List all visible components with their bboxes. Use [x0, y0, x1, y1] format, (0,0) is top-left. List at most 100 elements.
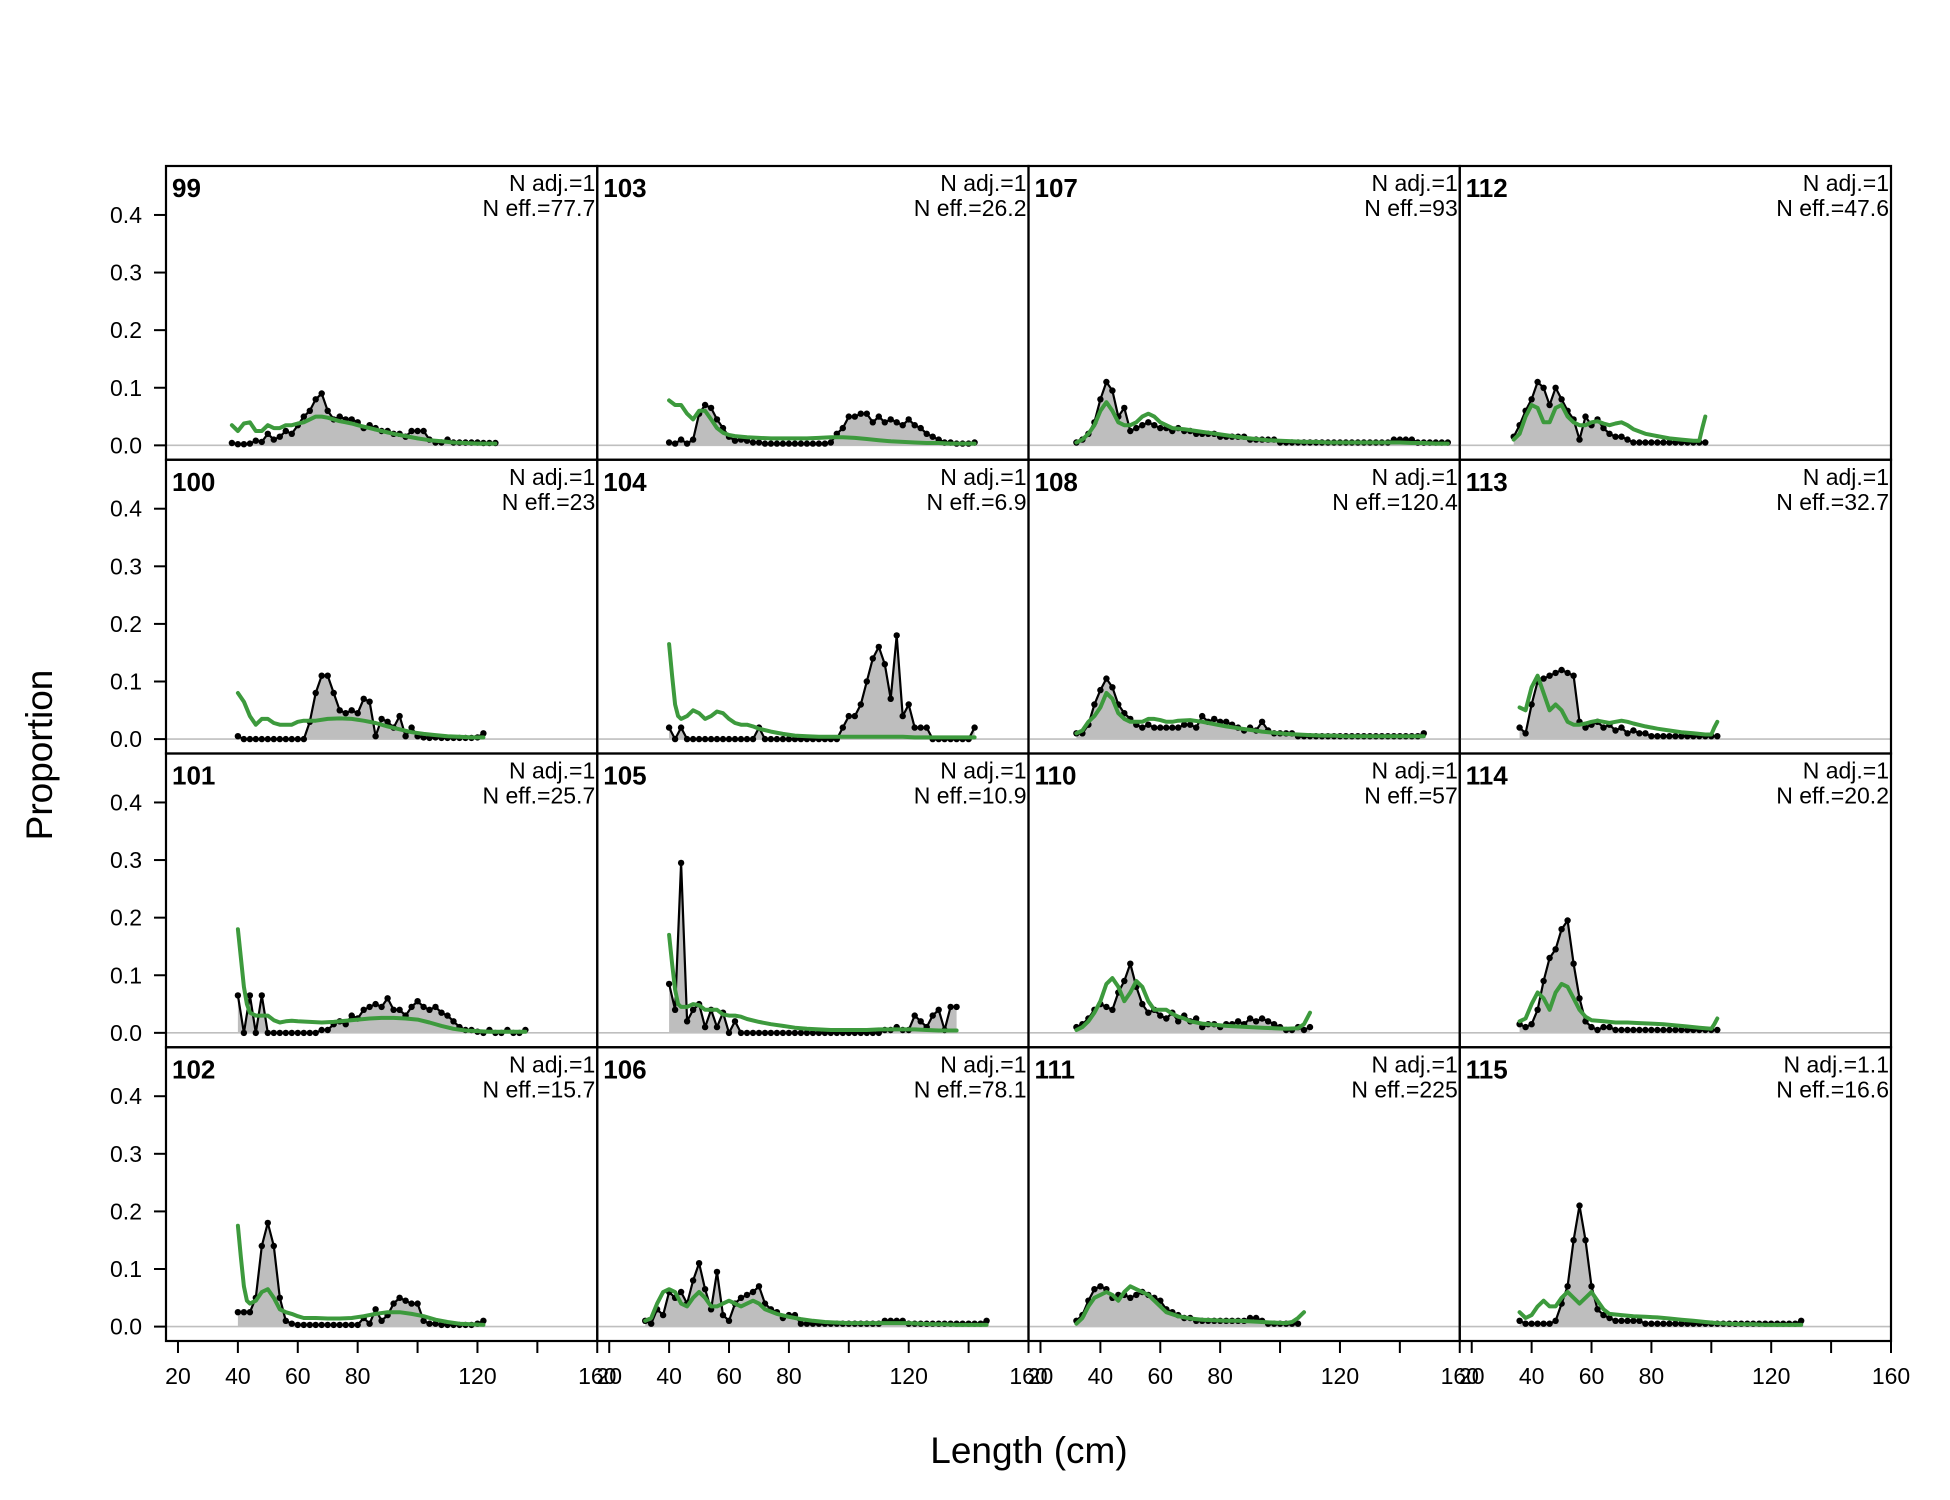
observed-point: [1672, 1320, 1679, 1327]
observed-point: [1552, 669, 1559, 677]
observed-point: [1097, 686, 1104, 694]
observed-point: [300, 413, 307, 420]
observed-point: [1660, 1026, 1667, 1034]
y-tick-label: 0.0: [110, 1314, 142, 1340]
panel-label: 110: [1035, 761, 1077, 791]
observed-point: [240, 735, 248, 743]
observed-point: [1558, 396, 1565, 403]
observed-point: [839, 424, 846, 432]
observed-point: [1540, 1320, 1547, 1327]
observed-point: [258, 438, 265, 446]
observed-point: [1642, 1026, 1649, 1034]
observed-point: [420, 427, 427, 435]
observed-point: [1600, 1311, 1607, 1319]
n-eff-label: N eff.=15.7: [483, 1076, 596, 1102]
observed-point: [1127, 960, 1134, 967]
expected-line: [1517, 673, 1720, 737]
observed-point: [863, 410, 870, 417]
observed-point: [438, 1321, 445, 1329]
panel-112: 112 N adj.=1N eff.=47.6: [1458, 164, 1893, 461]
x-axis-col-2: 20 40 60 80 120 160: [596, 1341, 1048, 1389]
observed-point: [1187, 721, 1194, 728]
observed-point: [1127, 1294, 1134, 1302]
observed-point: [1109, 1006, 1116, 1013]
observed-point: [689, 1277, 697, 1284]
x-tick-label: 120: [458, 1363, 496, 1389]
expected-line: [235, 927, 528, 1034]
observed-point: [773, 440, 781, 447]
observed-point: [294, 1321, 301, 1329]
observed-point: [671, 440, 679, 447]
x-axis-col-4: 20 40 60 80 120 160: [1459, 1341, 1910, 1389]
observed-point: [1258, 1015, 1266, 1022]
observed-point: [288, 1029, 295, 1037]
observed-point: [719, 735, 727, 743]
observed-point: [1582, 413, 1589, 420]
observed-point: [1648, 439, 1655, 446]
expected-line: [643, 1287, 989, 1327]
n-adj-label: N adj.=1: [1803, 170, 1889, 196]
observed-point: [1546, 401, 1553, 409]
x-tick-label: 60: [285, 1363, 311, 1389]
observed-point: [1576, 1202, 1583, 1209]
observed-point: [1145, 419, 1152, 426]
observed-point: [348, 1321, 355, 1329]
y-tick-label: 0.2: [110, 905, 142, 931]
observed-point: [701, 1286, 709, 1293]
observed-point: [1522, 1320, 1529, 1327]
observed-point: [983, 1317, 990, 1325]
observed-point: [318, 390, 325, 397]
x-tick-label: 160: [1009, 1363, 1047, 1389]
observed-point: [1672, 733, 1679, 740]
observed-fill: [237, 1222, 484, 1327]
x-tick-label: 60: [1147, 1363, 1173, 1389]
observed-point: [234, 733, 242, 740]
observed-point: [240, 1309, 248, 1316]
observed-point: [282, 735, 289, 743]
observed-point: [264, 735, 271, 743]
observed-point: [1642, 1320, 1649, 1327]
observed-point: [1612, 1026, 1619, 1034]
observed-point: [737, 735, 745, 743]
panel-label: 101: [172, 761, 215, 791]
observed-point: [306, 407, 313, 414]
observed-point: [971, 724, 978, 731]
observed-point: [1582, 724, 1589, 731]
observed-point: [1642, 730, 1649, 737]
n-adj-label: N adj.=1: [940, 464, 1026, 490]
panel-label: 100: [172, 467, 215, 497]
observed-point: [683, 440, 691, 447]
observed-point: [797, 1320, 805, 1327]
expected-line: [1074, 400, 1450, 446]
observed-fill: [1076, 1286, 1298, 1327]
observed-point: [1151, 422, 1158, 429]
observed-point: [300, 735, 307, 743]
x-tick-label: 160: [578, 1363, 616, 1389]
observed-point: [755, 1283, 763, 1290]
observed-point: [438, 1009, 445, 1016]
observed-fill: [1076, 382, 1448, 446]
observed-point: [276, 735, 283, 743]
observed-point: [935, 1006, 942, 1013]
observed-point: [324, 1026, 331, 1034]
observed-point: [390, 1006, 397, 1013]
observed-point: [1714, 733, 1721, 740]
n-eff-label: N eff.=77.7: [483, 195, 596, 221]
observed-point: [1654, 733, 1661, 740]
panel-label: 111: [1035, 1054, 1076, 1084]
observed-point: [1576, 995, 1583, 1002]
y-tick-label: 0.3: [110, 553, 142, 579]
observed-point: [1588, 1023, 1595, 1031]
observed-point: [869, 655, 876, 662]
x-tick-label: 40: [225, 1363, 251, 1389]
observed-point: [875, 643, 882, 651]
observed-point: [336, 413, 343, 420]
observed-point: [432, 1003, 439, 1011]
observed-point: [1666, 1026, 1673, 1034]
observed-point: [713, 1268, 721, 1276]
observed-point: [839, 724, 846, 731]
observed-point: [893, 419, 900, 426]
observed-point: [1121, 404, 1128, 412]
y-tick-label: 0.2: [110, 1198, 142, 1224]
